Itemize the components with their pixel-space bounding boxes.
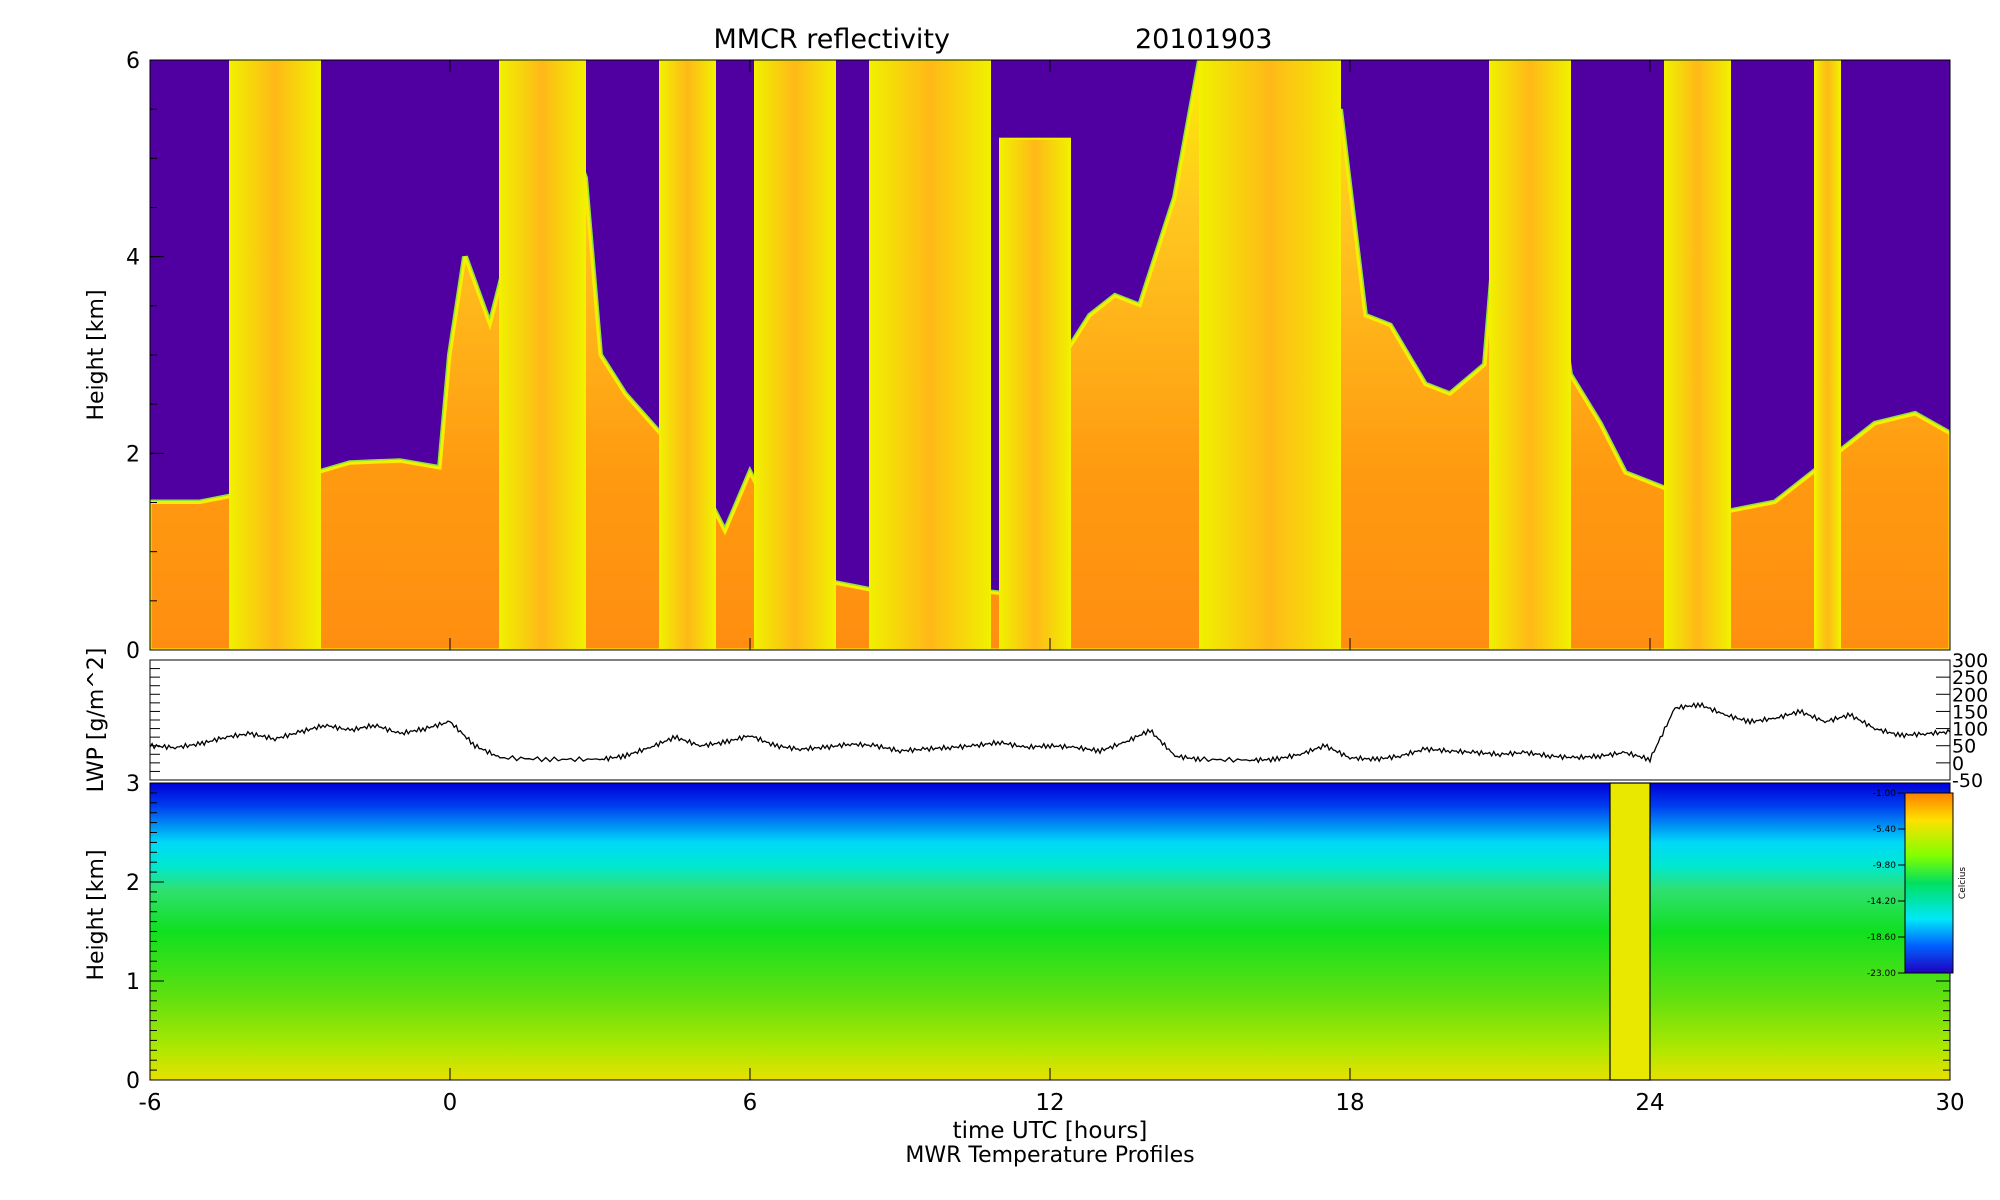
reflectivity-y-tick-label: 0 bbox=[126, 639, 140, 664]
colorbar-tick-label: -1.00 bbox=[1873, 789, 1897, 799]
reflectivity-y-tick-label: 4 bbox=[126, 246, 140, 271]
lwp-tick-label: 100 bbox=[1952, 719, 1988, 741]
colorbar-tick-label: -23.00 bbox=[1867, 969, 1896, 979]
temperature-field bbox=[150, 783, 1950, 1080]
time-x-axis: -6 0 6 12 18 24 30 bbox=[139, 1068, 1965, 1116]
temperature-y-tick-label: 0 bbox=[126, 1069, 140, 1094]
cloud-column bbox=[1199, 60, 1341, 650]
reflectivity-y-tick-label: 6 bbox=[126, 49, 140, 74]
figure-footer: MWR Temperature Profiles bbox=[905, 1143, 1194, 1168]
cloud-column bbox=[869, 60, 991, 650]
cloud-column bbox=[1489, 60, 1571, 650]
temperature-y-label: Height [km] bbox=[84, 849, 109, 980]
x-tick-label: 0 bbox=[443, 1090, 458, 1116]
colorbar-tick-label: -5.40 bbox=[1873, 825, 1897, 835]
x-tick-label: 6 bbox=[743, 1090, 758, 1116]
lwp-tick-label: 50 bbox=[1952, 736, 1976, 758]
temperature-y-tick-label: 2 bbox=[126, 871, 140, 896]
temperature-colorbar: -1.00 -5.40 -9.80 -14.20 -18.60 -23.00 Celciu… bbox=[1867, 789, 1968, 979]
lwp-tick-label: 0 bbox=[1952, 753, 1964, 775]
cloud-column bbox=[1814, 60, 1841, 650]
reflectivity-y-axis: 0 2 4 6 bbox=[126, 49, 164, 664]
colorbar-scale bbox=[1904, 792, 1954, 974]
colorbar-label: Celcius bbox=[1958, 867, 1968, 899]
lwp-left-minor-ticks bbox=[150, 659, 160, 781]
temperature-data-gap bbox=[1609, 782, 1651, 1081]
reflectivity-y-label: Height [km] bbox=[84, 289, 109, 420]
lwp-series-line bbox=[149, 701, 1951, 764]
reflectivity-x-axis bbox=[149, 60, 1951, 650]
figure-title: MMCR reflectivity bbox=[713, 24, 950, 55]
colorbar-tick-label: -18.60 bbox=[1867, 933, 1896, 943]
lwp-tick-label: 300 bbox=[1952, 650, 1988, 672]
reflectivity-panel: 0 2 4 6 Height [km] bbox=[84, 49, 1951, 664]
x-tick-label: 24 bbox=[1635, 1090, 1664, 1116]
cloud-column bbox=[754, 60, 836, 650]
x-tick-label: 18 bbox=[1335, 1090, 1364, 1116]
cloud-field bbox=[150, 60, 1950, 650]
cloud-column bbox=[659, 60, 716, 650]
x-tick-label: 30 bbox=[1935, 1090, 1964, 1116]
lwp-tick-label: 200 bbox=[1952, 684, 1988, 706]
temperature-y-axis: 0 1 2 3 bbox=[126, 772, 1950, 1094]
colorbar-ticks: -1.00 -5.40 -9.80 -14.20 -18.60 -23.00 bbox=[1867, 789, 1905, 979]
lwp-tick-label: -50 bbox=[1952, 770, 1983, 792]
temperature-y-tick-label: 3 bbox=[126, 772, 140, 797]
cloud-column bbox=[999, 137, 1071, 650]
figure-date: 20101903 bbox=[1135, 24, 1272, 55]
x-tick-label: 12 bbox=[1035, 1090, 1064, 1116]
lwp-tick-label: 150 bbox=[1952, 701, 1988, 723]
x-axis-label: time UTC [hours] bbox=[953, 1118, 1148, 1144]
lwp-background bbox=[149, 659, 1951, 781]
reflectivity-y-tick-label: 2 bbox=[126, 442, 140, 467]
lwp-y-label: LWP [g/m^2] bbox=[84, 648, 109, 793]
x-tick-label: -6 bbox=[139, 1090, 162, 1116]
colorbar-tick-label: -9.80 bbox=[1873, 861, 1897, 871]
cloud-column bbox=[229, 60, 321, 650]
colorbar-tick-label: -14.20 bbox=[1867, 897, 1896, 907]
cloud-column bbox=[499, 60, 586, 650]
cloud-column bbox=[1664, 60, 1731, 650]
temperature-y-tick-label: 1 bbox=[126, 970, 140, 995]
lwp-tick-label: 250 bbox=[1952, 667, 1988, 689]
